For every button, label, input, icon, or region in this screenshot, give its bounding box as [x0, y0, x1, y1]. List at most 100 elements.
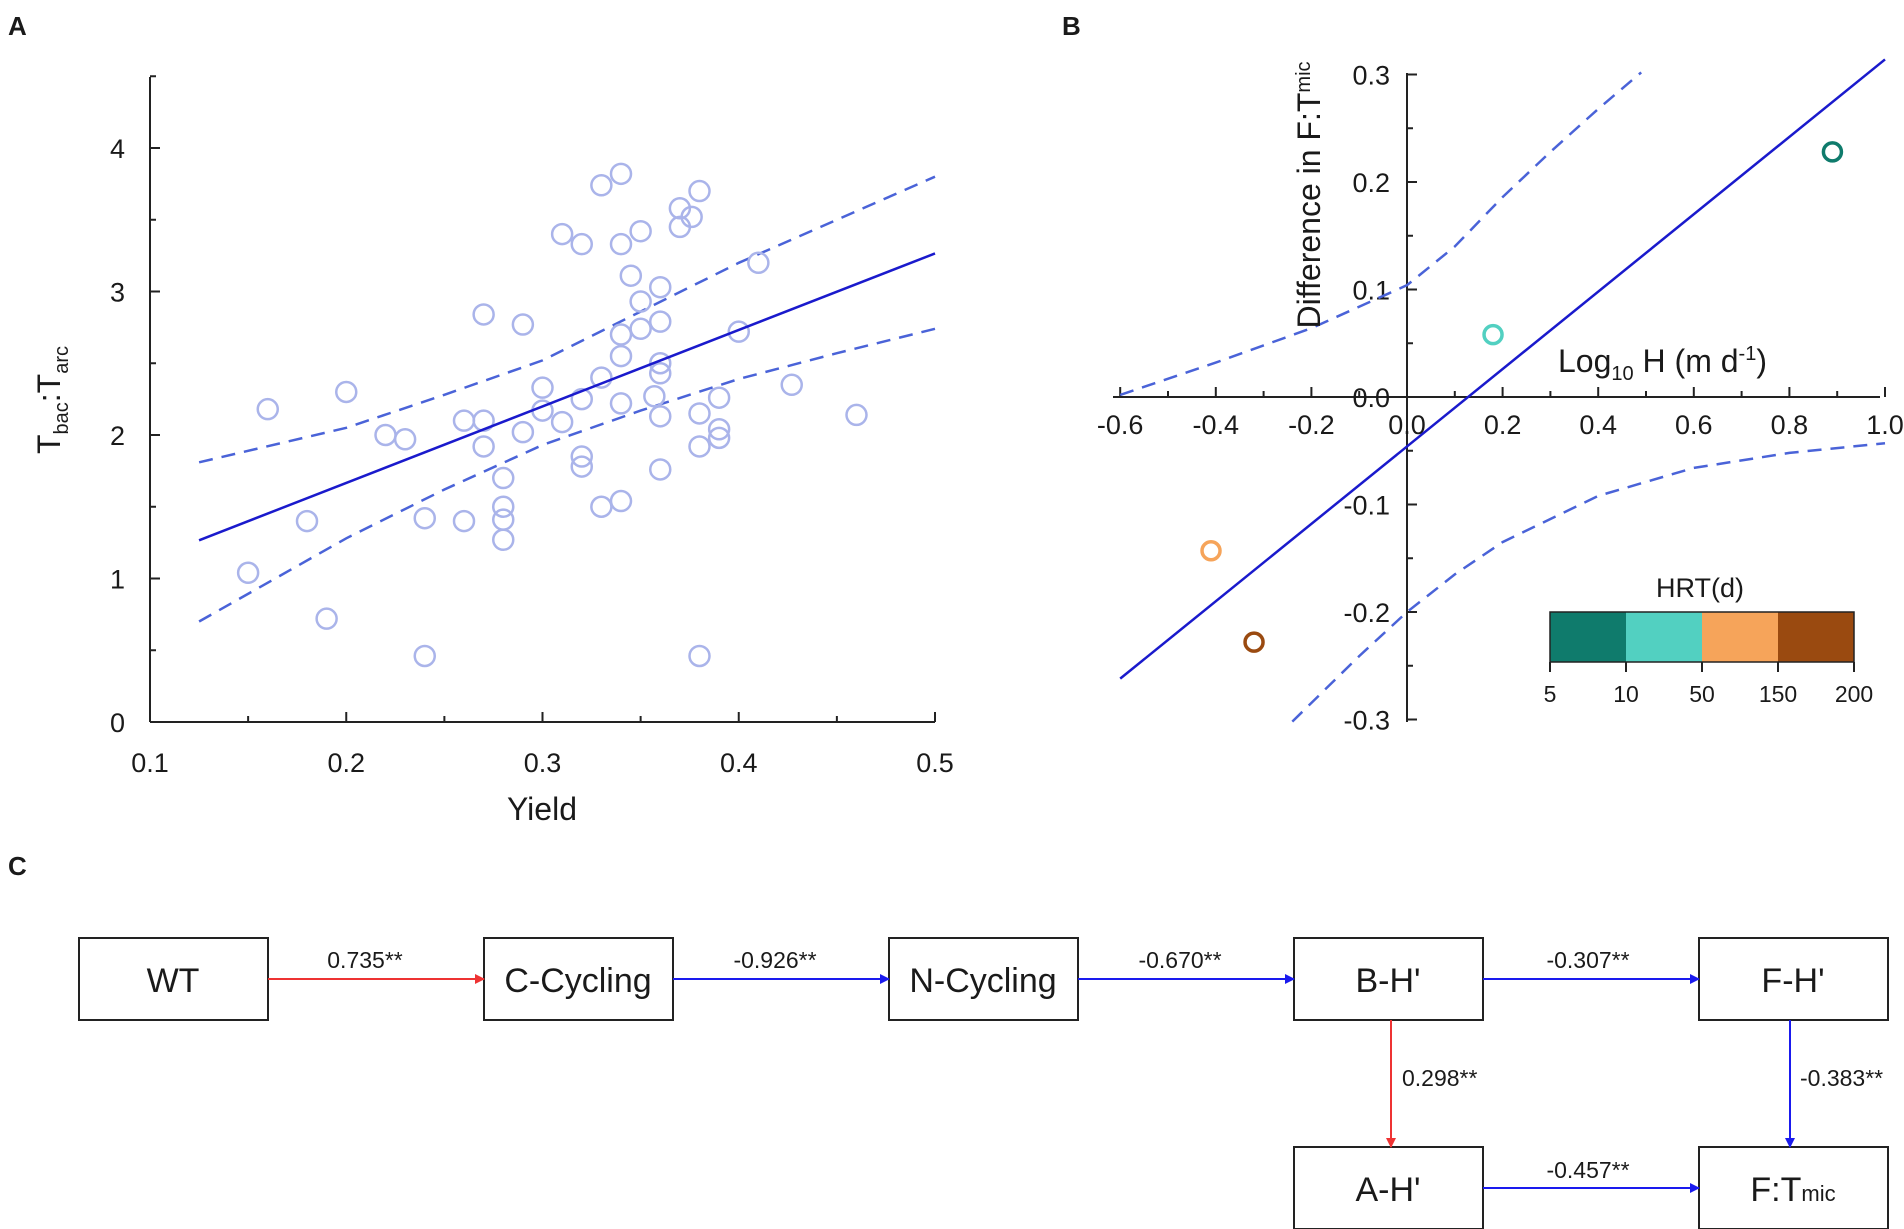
- panel-b-xlabel-sub: 10: [1611, 363, 1633, 385]
- panel-b-ci-lower: [1291, 441, 1886, 723]
- panel-b-x-tick-label: 0.2: [1484, 410, 1522, 440]
- edge-wt-c: 0.735**: [268, 947, 485, 984]
- panel-a-point: [609, 162, 633, 186]
- edge-wt-c-label: 0.735**: [327, 947, 403, 973]
- panel-a-point: [649, 405, 672, 428]
- panel-b-fit-line-group: [1119, 58, 1886, 680]
- panel-a-point: [707, 386, 731, 409]
- panel-b-y-tick-label: -0.2: [1343, 598, 1390, 628]
- panel-b-x-tick-label: 1.0: [1866, 410, 1904, 440]
- panel-a-scatter-chart: 0.1 0.2 0.3 0.4 0.5 0 1 2 3 4 Yield Tbac:Tarc: [31, 75, 954, 827]
- panel-a-ticks: 0.1 0.2 0.3 0.4 0.5 0 1 2 3 4: [110, 75, 954, 778]
- panel-a-point: [649, 362, 672, 385]
- panel-a-point: [747, 251, 770, 275]
- panel-b-xlabel-sup: -1: [1739, 343, 1757, 365]
- node-f-t-mic-label: F:Tmic: [1750, 1171, 1835, 1209]
- panel-b-fit-line: [1119, 58, 1886, 680]
- panel-a-point: [413, 506, 436, 530]
- panel-a-point: [707, 418, 731, 441]
- panel-a-point: [374, 423, 397, 447]
- legend-swatch: [1626, 612, 1702, 662]
- panel-a-fit-line-group: [198, 252, 936, 542]
- panel-c-path-diagram: WT C-Cycling N-Cycling B-H' F-H' A-H' F:…: [78, 937, 1889, 1229]
- node-c-cycling: C-Cycling: [483, 937, 674, 1021]
- edge-c-n-label: -0.926**: [733, 947, 816, 973]
- node-f-t-sub: mic: [1801, 1181, 1835, 1206]
- panel-a-point: [531, 376, 554, 399]
- node-wt-box: [78, 937, 269, 1021]
- panel-b-y-axis-title: Difference in F:Tmic: [1291, 61, 1327, 328]
- panel-a-ci-lower: [198, 327, 936, 623]
- panel-a-point: [256, 397, 279, 421]
- panel-b-y-tick-label: 0.0: [1352, 383, 1390, 413]
- node-wt-label: WT: [147, 962, 200, 1000]
- edge-b-f: -0.307**: [1483, 947, 1700, 984]
- edge-n-b: -0.670**: [1078, 947, 1295, 984]
- panel-a-point: [727, 320, 750, 343]
- panel-b-letter: B: [1062, 11, 1081, 41]
- panel-a-point: [707, 426, 731, 450]
- panel-a-points: [236, 162, 868, 668]
- panel-a-point: [570, 387, 593, 411]
- legend-ticks: 5 10 50 150 200: [1544, 662, 1873, 707]
- panel-b-y-tick-label: 0.2: [1352, 168, 1390, 198]
- panel-a-point: [511, 420, 535, 444]
- panel-c-letter: C: [8, 851, 27, 881]
- legend-swatch: [1778, 612, 1854, 662]
- panel-b-x-tick-label: -0.4: [1193, 410, 1240, 440]
- panel-a-point: [609, 344, 633, 368]
- node-f-h-box: [1698, 937, 1889, 1021]
- panel-b-scatter-chart: -0.6 -0.4 -0.2 0.0 0.2 0.4 0.6 0.8 1.0 -0.3 -0.2 -0…: [1097, 58, 1904, 736]
- panel-b-y-tick-label: -0.1: [1343, 491, 1390, 521]
- panel-a-point: [649, 310, 672, 333]
- panel-a-point: [295, 509, 319, 533]
- panel-a-point: [335, 380, 358, 404]
- panel-a-point: [393, 428, 417, 451]
- legend-tick-label: 200: [1835, 681, 1873, 707]
- panel-a-point: [609, 489, 633, 513]
- panel-a-point: [492, 508, 515, 531]
- edge-b-f-label: -0.307**: [1546, 947, 1629, 973]
- legend-tick-label: 10: [1613, 681, 1639, 707]
- panel-a-x-tick-label: 0.4: [720, 748, 758, 778]
- panel-a-point: [643, 385, 666, 408]
- panel-a-point: [845, 403, 868, 427]
- panel-a-point: [236, 561, 260, 585]
- node-a-h: A-H': [1293, 1146, 1484, 1229]
- panel-a-point: [780, 373, 803, 397]
- panel-a-point: [688, 179, 711, 203]
- node-f-h-label: F-H': [1761, 962, 1824, 1000]
- panel-b-point: [1482, 323, 1504, 346]
- panel-a-point: [609, 392, 633, 415]
- panel-b-point: [1200, 539, 1222, 562]
- panel-a-point: [619, 264, 643, 287]
- panel-b-xlabel-close: ): [1756, 343, 1767, 379]
- edge-b-a: 0.298**: [1386, 1020, 1478, 1148]
- edge-a-ft: -0.457**: [1483, 1157, 1700, 1193]
- panel-a-point: [590, 366, 613, 389]
- edge-f-ft: -0.383**: [1785, 1020, 1883, 1148]
- legend-title: HRT(d): [1656, 573, 1744, 603]
- panel-a-point: [452, 509, 476, 533]
- legend-tick-label: 50: [1689, 681, 1715, 707]
- panel-a-point: [550, 410, 574, 434]
- panel-a-point: [649, 458, 672, 481]
- node-f-t-base: F:T: [1750, 1171, 1801, 1209]
- panel-a-x-tick-label: 0.2: [327, 748, 365, 778]
- panel-a-point: [492, 528, 515, 552]
- panel-b-y-tick-label: 0.3: [1352, 61, 1390, 91]
- panel-a-point: [472, 303, 495, 326]
- panel-a-point: [570, 445, 593, 468]
- panel-b-confidence-band: [1119, 71, 1886, 723]
- panel-b-color-legend: HRT(d) 5 10 50 150 200: [1544, 573, 1874, 707]
- panel-b-x-tick-label: -0.2: [1288, 410, 1335, 440]
- panel-a-y-tick-label: 0: [110, 708, 125, 738]
- panel-b-y-tick-label: 0.1: [1352, 276, 1390, 306]
- panel-a-point: [550, 222, 574, 246]
- node-a-h-label: A-H': [1355, 1171, 1420, 1209]
- panel-b-point: [1821, 141, 1844, 163]
- edge-n-b-label: -0.670**: [1138, 947, 1221, 973]
- panel-a-fit-line: [198, 252, 936, 542]
- panel-b-ylabel-sub: mic: [1293, 61, 1315, 92]
